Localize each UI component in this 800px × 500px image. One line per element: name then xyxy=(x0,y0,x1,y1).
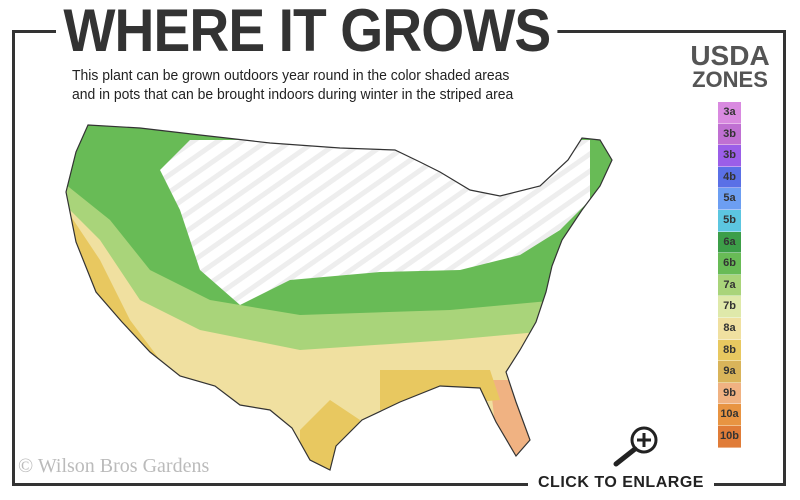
legend-zone-5b: 5b xyxy=(718,209,741,232)
legend-zone-8a: 8a xyxy=(718,317,741,340)
legend-zone-7b: 7b xyxy=(718,296,741,318)
subtitle-line: This plant can be grown outdoors year ro… xyxy=(72,67,510,84)
legend-title: USDA ZONES xyxy=(680,40,780,92)
legend-zone-3b: 3b xyxy=(718,123,741,146)
legend-title-line: USDA xyxy=(690,40,770,71)
legend-zone-3b: 3b xyxy=(718,145,741,167)
zone-legend: 3a 3b 3b 4b 5a 5b 6a 6b 7a 7b 8a 8b 9a 9b 10a 10b xyxy=(718,102,741,448)
legend-zone-7a: 7a xyxy=(718,274,741,297)
legend-zone-8b: 8b xyxy=(718,339,741,362)
zoom-in-icon[interactable] xyxy=(610,424,666,468)
legend-zone-9a: 9a xyxy=(718,361,741,383)
subtitle-line: and in pots that can be brought indoors … xyxy=(72,86,514,103)
legend-zone-5a: 5a xyxy=(718,188,741,210)
subtitle: This plant can be grown outdoors year ro… xyxy=(72,66,513,104)
legend-zone-4b: 4b xyxy=(718,166,741,189)
watermark: © Wilson Bros Gardens xyxy=(18,455,210,477)
legend-zone-9b: 9b xyxy=(718,382,741,405)
zone-8b-gulf xyxy=(380,370,500,410)
legend-zone-10a: 10a xyxy=(718,404,741,426)
click-to-enlarge-button[interactable]: CLICK TO ENLARGE xyxy=(528,474,714,492)
us-outline xyxy=(65,124,613,471)
page-title: WHERE IT GROWS xyxy=(56,0,558,66)
legend-zone-10b: 10b xyxy=(718,425,741,448)
legend-zone-6a: 6a xyxy=(718,231,741,254)
legend-zone-3a: 3a xyxy=(718,102,741,124)
legend-title-line: ZONES xyxy=(692,67,768,92)
legend-zone-6b: 6b xyxy=(718,253,741,275)
